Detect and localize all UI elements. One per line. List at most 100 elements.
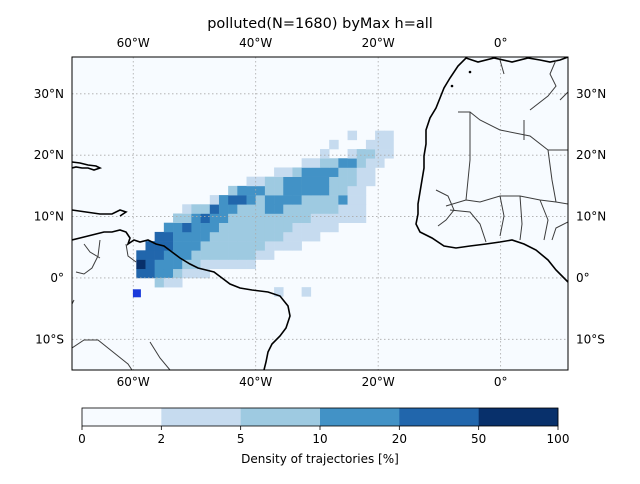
density-cell <box>329 222 339 233</box>
density-cell <box>338 158 348 168</box>
density-cell <box>228 195 238 205</box>
density-cell <box>384 149 394 159</box>
lon-tick-label-bottom: 20°W <box>362 375 395 389</box>
density-cell <box>246 250 257 260</box>
density-cell <box>218 241 229 251</box>
density-cell <box>301 231 312 242</box>
island-marker <box>450 84 454 88</box>
density-cell <box>274 204 284 214</box>
density-cell <box>218 213 229 224</box>
density-cell <box>301 176 312 187</box>
density-cell <box>301 195 312 205</box>
density-cell <box>191 268 201 279</box>
colorbar-bin <box>240 408 321 426</box>
density-cell <box>320 167 330 177</box>
density-cell <box>228 241 238 251</box>
density-cell <box>264 176 275 187</box>
density-cell <box>246 231 257 242</box>
density-cell <box>200 250 211 260</box>
density-cell <box>320 185 330 196</box>
density-cell <box>228 231 238 242</box>
location-marker <box>132 289 141 298</box>
lat-tick-label-left: 30°N <box>34 87 64 101</box>
density-cell <box>264 195 275 205</box>
density-cell <box>246 195 257 205</box>
density-cell <box>301 185 312 196</box>
density-cell <box>237 250 247 260</box>
density-cell <box>255 213 266 224</box>
colorbar-ticks: 0 2 5 10 20 50 100 <box>78 426 569 446</box>
density-cell <box>264 231 275 242</box>
lon-tick-label-top: 60°W <box>117 36 150 50</box>
coastline-south-america <box>72 229 291 370</box>
density-cell <box>246 213 257 224</box>
density-cell <box>274 222 284 233</box>
colorbar-bin <box>399 408 479 426</box>
density-cell <box>292 195 302 205</box>
density-cell <box>365 176 376 187</box>
density-cell <box>292 167 302 177</box>
colorbar-bin <box>161 408 241 426</box>
density-cell <box>329 204 339 214</box>
coastline-africa <box>415 57 568 283</box>
density-cell <box>154 231 165 242</box>
density-cell <box>200 241 211 251</box>
density-cell <box>228 259 238 270</box>
density-cell <box>136 259 146 270</box>
lon-tick-label-top: 0° <box>494 36 508 50</box>
density-cell <box>154 241 165 251</box>
density-cell <box>182 259 192 270</box>
density-cell <box>292 176 302 187</box>
map-frame <box>71 56 569 371</box>
density-cell <box>320 176 330 187</box>
density-cell <box>320 149 330 159</box>
density-cell <box>292 185 302 196</box>
coastlines <box>72 57 568 370</box>
density-cell <box>365 158 376 168</box>
density-cell <box>145 268 155 279</box>
density-cell <box>200 204 211 214</box>
density-cell <box>283 176 293 187</box>
colorbar-tick-label: 5 <box>237 432 245 446</box>
density-cell <box>173 213 183 224</box>
density-cell <box>255 222 266 233</box>
density-cell <box>310 167 321 177</box>
density-cell <box>310 158 321 168</box>
density-cell <box>356 213 367 224</box>
density-grid <box>136 130 394 297</box>
borders-south-america <box>72 239 171 370</box>
density-cell <box>246 204 257 214</box>
density-cell <box>154 259 165 270</box>
density-cell <box>191 259 201 270</box>
density-cell <box>375 139 385 150</box>
density-cell <box>301 213 312 224</box>
density-cell <box>200 259 211 270</box>
density-cell <box>310 222 321 233</box>
lon-tick-label-top: 40°W <box>239 36 272 50</box>
axis-tick-labels: 60°W 60°W 40°W 40°W 20°W 20°W 0° 0° 30°N 30°N 20°N… <box>34 36 607 389</box>
density-cell <box>209 250 220 260</box>
density-cell <box>347 185 358 196</box>
chart-title: polluted(N=1680) byMax h=all <box>207 16 433 32</box>
density-cell <box>182 250 192 260</box>
density-cell <box>347 176 358 187</box>
density-cell <box>136 250 146 260</box>
density-cell <box>347 167 358 177</box>
density-cell <box>237 185 247 196</box>
colorbar-bins <box>82 408 559 426</box>
density-cell <box>255 250 266 260</box>
density-cell <box>228 185 238 196</box>
density-cell <box>347 149 358 159</box>
density-cell <box>264 185 275 196</box>
density-cell <box>163 222 174 233</box>
lat-tick-label-right: 10°N <box>576 210 606 224</box>
density-cell <box>218 231 229 242</box>
density-cell <box>163 241 174 251</box>
density-cell <box>274 185 284 196</box>
density-cell <box>145 250 155 260</box>
density-cell <box>246 241 257 251</box>
density-cell <box>274 287 284 297</box>
density-cell <box>173 259 183 270</box>
density-cell <box>274 231 284 242</box>
